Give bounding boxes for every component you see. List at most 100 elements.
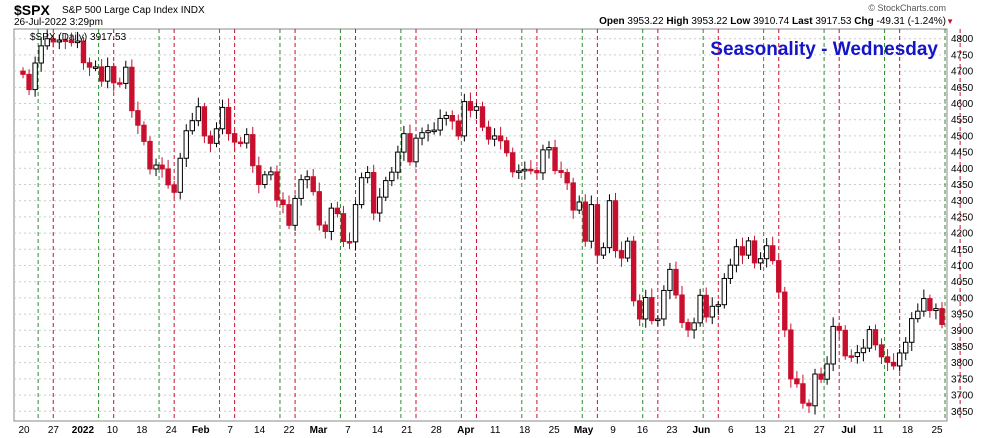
x-tick-label: Mar (310, 425, 328, 436)
y-tick-label: 4600 (951, 99, 974, 110)
y-tick-label: 4150 (951, 245, 974, 256)
y-tick-label: 3850 (951, 342, 974, 353)
y-tick-label: 3950 (951, 310, 974, 321)
candle-body (806, 402, 812, 407)
low-label: Low (730, 16, 751, 27)
candle-body (86, 62, 93, 68)
candle-body (824, 363, 830, 380)
candle-body (80, 40, 87, 64)
y-tick-label: 3900 (951, 326, 974, 337)
x-tick-label: 21 (401, 425, 413, 436)
candle-body (630, 240, 637, 302)
chart-legend: $SPX (Daily) 3917.53 (30, 32, 127, 43)
y-tick-label: 3800 (951, 358, 974, 369)
candle-body (776, 260, 782, 293)
y-axis: 3650 3700 3750 3800 3850 3900 3950 4000 4050 4100… (951, 34, 974, 418)
x-tick-label: 27 (814, 425, 826, 436)
watermark: © StockCharts.com (868, 3, 946, 13)
candle-body (739, 246, 746, 256)
x-tick-label: May (574, 425, 594, 436)
x-tick-label: Jul (841, 425, 856, 436)
candle-body (685, 322, 691, 331)
y-tick-label: 4300 (951, 196, 974, 207)
candle-body (298, 179, 304, 199)
candle-body (256, 165, 262, 186)
candle-body (395, 151, 401, 173)
candle-body (679, 294, 685, 324)
candle-body (818, 373, 824, 380)
candle-body (649, 297, 655, 322)
candle-body (413, 137, 419, 163)
candle-body (782, 291, 788, 331)
y-tick-label: 3700 (951, 391, 974, 402)
y-tick-label: 3750 (951, 374, 974, 385)
candle-body (244, 134, 250, 144)
x-tick-label: 6 (728, 425, 734, 436)
candle-body (177, 157, 183, 193)
x-tick-label: 7 (227, 425, 233, 436)
candle-body (927, 298, 933, 312)
candle-body (56, 39, 62, 43)
y-tick-label: 4400 (951, 164, 974, 175)
candle-body (407, 133, 413, 163)
candle-body (552, 147, 558, 172)
candle-body (540, 149, 546, 174)
chart-title: Seasonality - Wednesday (710, 39, 938, 60)
candle-body (655, 318, 661, 322)
candle-body (673, 268, 679, 296)
y-tick-label: 4350 (951, 180, 974, 191)
candle-body (600, 247, 607, 256)
candle-body (570, 182, 576, 211)
candle-body (812, 373, 818, 407)
x-tick-label: 14 (254, 425, 266, 436)
candle-body (558, 170, 564, 174)
candle-body (316, 191, 322, 226)
x-tick-label: Jun (692, 425, 710, 436)
candle-body (697, 294, 703, 324)
candle-body (643, 297, 649, 320)
x-tick-label: 14 (372, 425, 384, 436)
candle-body (364, 172, 371, 179)
y-tick-label: 4700 (951, 67, 974, 78)
candle-body (38, 45, 44, 64)
candle-body (576, 201, 582, 211)
candle-body (310, 176, 316, 193)
candle-body (933, 308, 939, 312)
candle-body (522, 168, 528, 172)
candle-body (939, 308, 945, 325)
y-tick-label: 4800 (951, 34, 974, 45)
grid (14, 38, 947, 412)
candle-body (44, 38, 50, 47)
x-tick-label: 21 (784, 425, 796, 436)
candle-body (896, 352, 903, 367)
candle-body (171, 184, 177, 193)
candle-body (733, 246, 740, 266)
open-label: Open (599, 16, 625, 27)
x-tick-label: 24 (166, 425, 178, 436)
candle-body (425, 130, 431, 134)
candle-body (751, 240, 758, 264)
candle-body (370, 172, 377, 214)
candle-body (334, 207, 341, 215)
x-tick-label: 7 (345, 425, 351, 436)
candle-body (491, 135, 498, 140)
candle-body (135, 110, 141, 126)
y-tick-label: 4000 (951, 293, 974, 304)
candle-body (467, 101, 474, 111)
y-tick-label: 4550 (951, 115, 974, 126)
candle-body (510, 152, 516, 173)
candle-body (92, 66, 99, 69)
candle-body (564, 172, 570, 184)
candle-body (455, 120, 462, 137)
candle-body (661, 289, 667, 320)
last-label: Last (792, 16, 813, 27)
candle-body (183, 130, 189, 159)
quote-summary: Open 3953.22 High 3953.22 Low 3910.74 La… (599, 16, 946, 27)
candle-body (104, 66, 111, 82)
x-tick-label: 27 (48, 425, 60, 436)
candles (20, 29, 945, 415)
open-value: 3953.22 (627, 16, 664, 27)
candle-body (111, 66, 117, 84)
candle-body (503, 140, 510, 154)
